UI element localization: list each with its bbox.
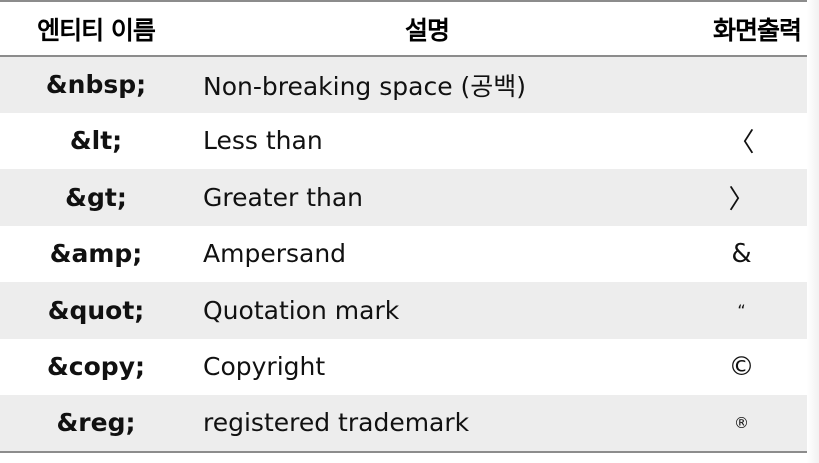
entity-cell: &gt; — [65, 182, 127, 212]
table-row: &reg; registered trademark ® — [0, 395, 807, 453]
output-cell: 〈 — [728, 128, 755, 159]
entity-cell: &nbsp; — [45, 70, 147, 100]
entity-cell: &lt; — [69, 126, 123, 156]
description-cell: Less than — [203, 126, 323, 156]
html-entity-table: 엔티티 이름 설명 화면출력 &nbsp; Non-breaking space… — [0, 0, 807, 453]
header-entity-name: 엔티티 이름 — [0, 0, 192, 57]
table-row: &gt; Greater than 〉 — [0, 169, 807, 226]
output-cell: ® — [662, 395, 807, 453]
description-cell: Quotation mark — [203, 295, 400, 325]
output-cell: & — [731, 238, 752, 269]
table-row: &amp; Ampersand & — [0, 226, 807, 283]
description-cell: Copyright — [203, 352, 326, 382]
table-row: &lt; Less than 〈 — [0, 113, 807, 170]
output-cell: © — [728, 351, 755, 382]
table-row: &nbsp; Non-breaking space (공백) — [0, 56, 807, 113]
description-cell: Greater than — [203, 182, 364, 212]
table-header-row: 엔티티 이름 설명 화면출력 — [0, 0, 807, 57]
output-cell — [662, 56, 807, 113]
right-edge-shadow — [807, 0, 819, 463]
description-cell: Non-breaking space (공백) — [203, 71, 527, 101]
entity-cell: &copy; — [47, 352, 145, 382]
description-cell: registered trademark — [192, 395, 662, 453]
header-description: 설명 — [192, 0, 662, 57]
output-cell: 〉 — [728, 184, 755, 215]
entity-cell: &quot; — [47, 295, 145, 325]
description-cell: Ampersand — [203, 239, 347, 269]
header-screen-output: 화면출력 — [662, 0, 807, 57]
table-row: &quot; Quotation mark “ — [0, 282, 807, 339]
table-row: &copy; Copyright © — [0, 339, 807, 396]
entity-cell: &reg; — [0, 395, 192, 453]
entity-cell: &amp; — [49, 239, 143, 269]
output-cell: “ — [737, 300, 746, 320]
